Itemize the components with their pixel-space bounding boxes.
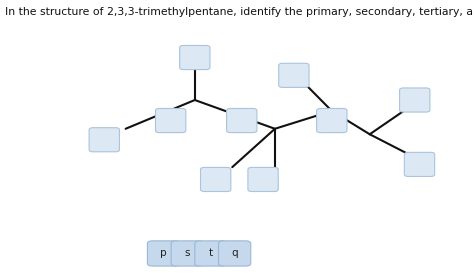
FancyBboxPatch shape bbox=[219, 241, 251, 266]
FancyBboxPatch shape bbox=[195, 241, 227, 266]
Text: q: q bbox=[231, 249, 238, 258]
FancyBboxPatch shape bbox=[227, 109, 257, 133]
FancyBboxPatch shape bbox=[279, 63, 309, 87]
FancyBboxPatch shape bbox=[201, 167, 231, 192]
FancyBboxPatch shape bbox=[180, 45, 210, 70]
Text: p: p bbox=[160, 249, 167, 258]
FancyBboxPatch shape bbox=[155, 109, 186, 133]
FancyBboxPatch shape bbox=[317, 109, 347, 133]
Text: t: t bbox=[209, 249, 213, 258]
FancyBboxPatch shape bbox=[147, 241, 180, 266]
Text: s: s bbox=[184, 249, 190, 258]
FancyBboxPatch shape bbox=[248, 167, 278, 192]
FancyBboxPatch shape bbox=[171, 241, 203, 266]
FancyBboxPatch shape bbox=[404, 152, 435, 176]
FancyBboxPatch shape bbox=[400, 88, 430, 112]
Text: In the structure of 2,3,3-trimethylpentane, identify the primary, secondary, ter: In the structure of 2,3,3-trimethylpenta… bbox=[5, 7, 474, 17]
FancyBboxPatch shape bbox=[89, 128, 119, 152]
